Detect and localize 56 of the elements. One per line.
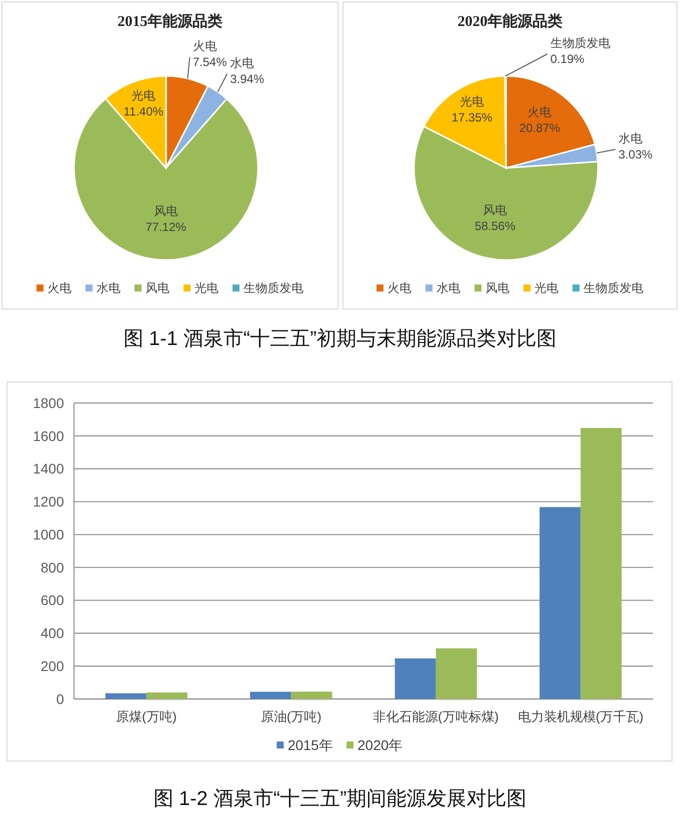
slice-label: 火电 <box>528 105 552 120</box>
x-tick-label: 原油(万吨) <box>260 709 322 724</box>
chart-title: 2015年能源品类 <box>118 13 222 30</box>
legend-label: 光电 <box>534 281 558 296</box>
caption: 图 1-2 酒泉市“十三五”期间能源发展对比图 <box>153 788 527 810</box>
slice-label: 风电 <box>154 204 178 218</box>
bar <box>394 658 436 699</box>
y-tick-label: 1200 <box>32 494 64 510</box>
data-label: 77.12% <box>146 220 187 234</box>
y-tick-label: 1600 <box>32 428 64 444</box>
legend-label: 光电 <box>194 281 218 296</box>
legend-label: 风电 <box>486 281 510 296</box>
bar <box>146 692 188 699</box>
y-tick-label: 1000 <box>32 526 64 542</box>
bar <box>580 428 622 699</box>
slice-label: 风电 <box>483 203 508 218</box>
data-label: 17.35% <box>452 110 493 124</box>
y-tick-label: 0 <box>56 690 64 707</box>
y-tick-label: 400 <box>40 625 64 642</box>
data-label: 0.19% <box>550 52 585 66</box>
x-tick-label: 电力装机规模(万千瓦) <box>518 709 644 724</box>
legend-label: 生物质发电 <box>244 281 304 296</box>
y-tick-label: 200 <box>40 658 64 674</box>
slice-label: 火电 <box>192 39 217 54</box>
data-label: 58.56% <box>474 219 516 234</box>
legend-label: 生物质发电 <box>584 281 644 296</box>
legend-label: 火电 <box>388 281 412 296</box>
bar <box>250 692 292 699</box>
legend-label: 火电 <box>48 281 72 296</box>
bar <box>540 507 581 699</box>
chart-title: 2020年能源品类 <box>458 13 562 30</box>
y-tick-label: 600 <box>40 592 64 608</box>
y-tick-label: 800 <box>40 559 64 576</box>
data-label: 3.94% <box>230 72 264 86</box>
legend-label: 风电 <box>146 281 170 296</box>
slice-label: 光电 <box>460 94 484 108</box>
slice-label: 生物质发电 <box>550 36 610 50</box>
slice-label: 水电 <box>230 56 254 70</box>
data-label: 3.03% <box>618 147 653 162</box>
y-tick-label: 1800 <box>32 394 64 411</box>
data-label: 20.87% <box>519 121 560 136</box>
legend-label: 2020年 <box>358 736 403 753</box>
slice-label: 水电 <box>618 131 642 146</box>
x-tick-label: 原煤(万吨) <box>116 709 177 724</box>
legend-label: 水电 <box>436 281 460 296</box>
bar <box>291 692 332 699</box>
legend-label: 水电 <box>96 281 120 296</box>
legend-label: 2015年 <box>288 736 333 753</box>
bar <box>436 648 477 699</box>
data-label: 7.54% <box>192 55 228 70</box>
bar <box>105 693 146 699</box>
data-label: 11.40% <box>124 104 164 119</box>
slice-label: 光电 <box>131 88 156 103</box>
y-tick-label: 1400 <box>32 460 64 477</box>
caption: 图 1-1 酒泉市“十三五”初期与末期能源品类对比图 <box>123 328 557 350</box>
x-tick-label: 非化石能源(万吨标煤) <box>373 709 499 724</box>
